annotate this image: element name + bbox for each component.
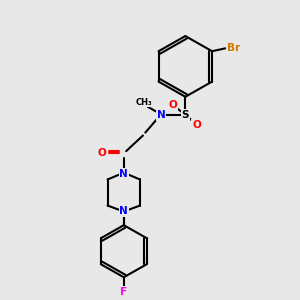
Text: N: N — [157, 110, 166, 120]
Text: O: O — [192, 120, 201, 130]
Text: N: N — [119, 206, 128, 216]
Text: N: N — [119, 169, 128, 179]
Text: O: O — [97, 148, 106, 158]
Text: S: S — [182, 110, 189, 120]
Text: O: O — [169, 100, 177, 110]
Text: CH₃: CH₃ — [135, 98, 152, 107]
Text: F: F — [120, 287, 128, 297]
Text: Br: Br — [227, 43, 240, 53]
